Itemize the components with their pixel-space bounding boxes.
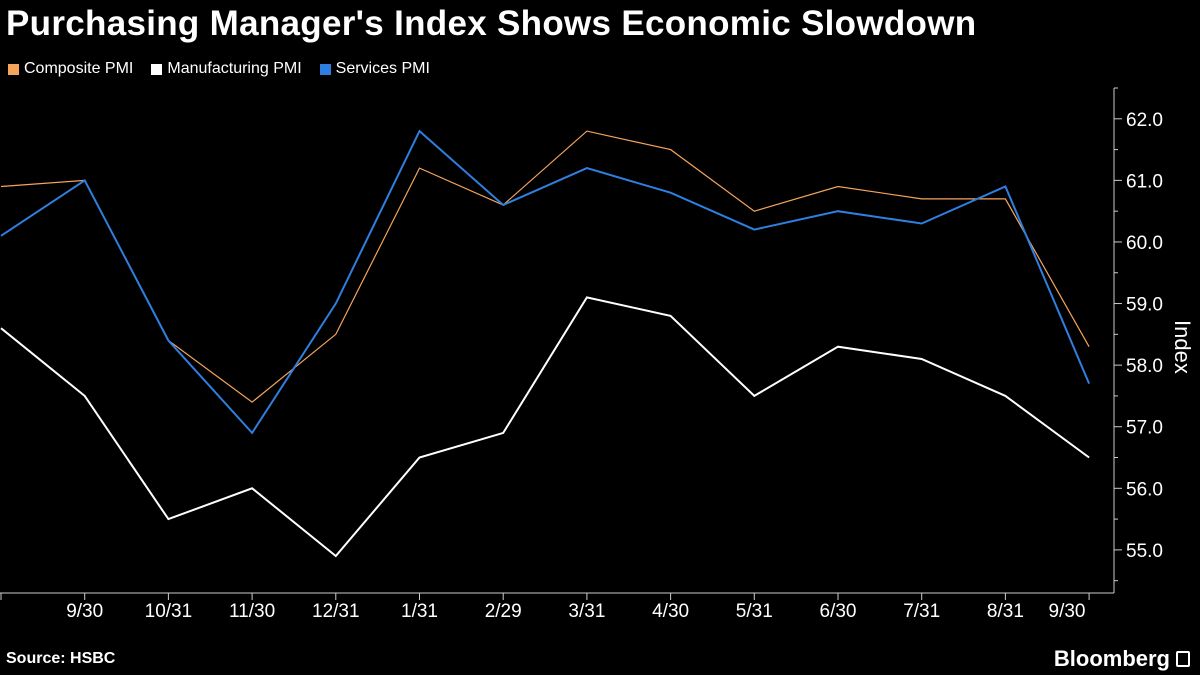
x-tick-label: 1/31 — [401, 601, 438, 622]
legend-item-composite: Composite PMI — [8, 60, 133, 78]
y-tick-label: 57.0 — [1126, 418, 1163, 439]
chart-title: Purchasing Manager's Index Shows Economi… — [6, 4, 977, 43]
x-tick-label: 8/31 — [987, 601, 1024, 622]
x-tick-label: 3/31 — [568, 601, 605, 622]
y-tick-label: 60.0 — [1126, 233, 1163, 254]
legend-label-composite: Composite PMI — [24, 60, 134, 77]
legend-label-manufacturing: Manufacturing PMI — [167, 60, 302, 77]
y-axis-label: Index — [1170, 320, 1195, 374]
legend: Composite PMI Manufacturing PMI Services… — [8, 60, 430, 78]
x-tick-label: 2/29 — [485, 601, 522, 622]
x-tick-label: 11/30 — [229, 601, 275, 622]
brand-name: Bloomberg — [1053, 646, 1170, 671]
y-tick-label: 58.0 — [1126, 356, 1163, 377]
x-tick-label: 7/31 — [903, 601, 940, 622]
y-tick-label: 59.0 — [1126, 295, 1163, 316]
x-tick-label: 12/31 — [312, 601, 360, 622]
y-tick-label: 62.0 — [1126, 110, 1163, 131]
legend-item-services: Services PMI — [319, 60, 430, 78]
legend-swatch-composite — [8, 63, 19, 75]
y-tick-label: 55.0 — [1126, 541, 1163, 562]
series-line-manufacturing-pmi — [0, 296, 1090, 558]
source-note: Source: HSBC — [6, 650, 116, 667]
x-tick-label: 5/31 — [736, 601, 773, 622]
legend-item-manufacturing: Manufacturing PMI — [151, 60, 302, 78]
series-line-services-pmi — [0, 129, 1091, 435]
brand-mark-icon — [1176, 651, 1190, 667]
legend-swatch-services — [319, 63, 331, 75]
y-tick-label: 56.0 — [1126, 479, 1163, 500]
x-tick-label: 9/30 — [66, 601, 103, 622]
x-tick-label: 4/30 — [652, 601, 689, 622]
x-tick-label: 6/30 — [820, 601, 857, 622]
legend-label-services: Services PMI — [335, 60, 430, 77]
brand-logo: Bloomberg — [1054, 646, 1190, 672]
x-tick-label: 9/30 — [1049, 601, 1086, 622]
x-tick-label: 10/31 — [145, 601, 193, 622]
series-line-composite-pmi — [0, 130, 1090, 403]
y-tick-label: 61.0 — [1126, 171, 1163, 192]
legend-swatch-manufacturing — [151, 63, 163, 75]
